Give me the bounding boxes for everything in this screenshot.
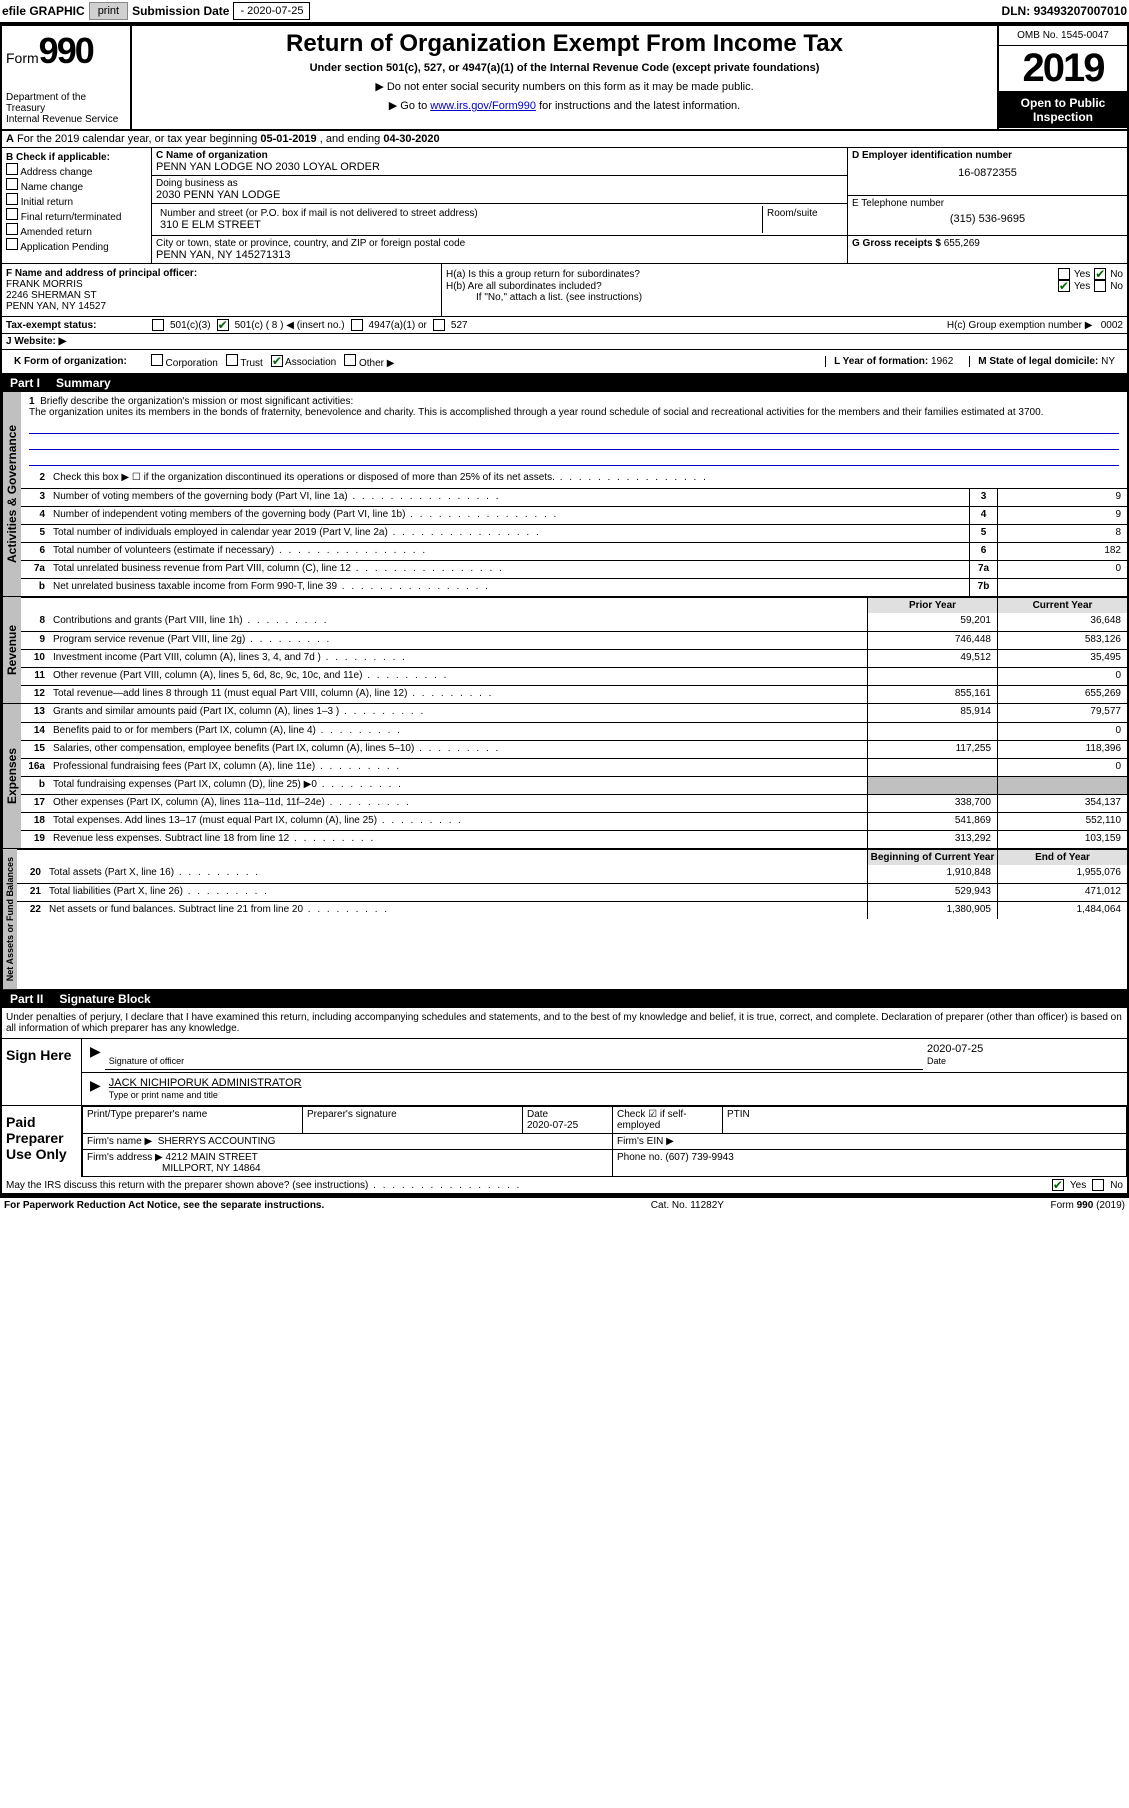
row-k: K Form of organization: Corporation Trus… [2, 350, 1127, 374]
department: Department of the Treasury Internal Reve… [6, 92, 126, 125]
k-option: Corporation [151, 354, 218, 369]
line-item: 5Total number of individuals employed in… [21, 524, 1127, 542]
line-item: 7aTotal unrelated business revenue from … [21, 560, 1127, 578]
phone-field: E Telephone number (315) 536-9695 [848, 196, 1127, 236]
gross-receipts: G Gross receipts $ 655,269 [848, 236, 1127, 251]
line-item: 15Salaries, other compensation, employee… [21, 740, 1127, 758]
instructions-link[interactable]: www.irs.gov/Form990 [430, 100, 536, 112]
dln: DLN: 93493207007010 [1002, 4, 1127, 18]
line-item: 9Program service revenue (Part VIII, lin… [21, 631, 1127, 649]
line-item: bTotal fundraising expenses (Part IX, co… [21, 776, 1127, 794]
part-1-header: Part ISummary [2, 374, 1127, 392]
side-label-expenses: Expenses [2, 704, 21, 848]
tax-year: 2019 [999, 46, 1127, 92]
line-item: 6Total number of volunteers (estimate if… [21, 542, 1127, 560]
top-bar: efile GRAPHIC print Submission Date - 20… [0, 0, 1129, 24]
k-option: Other ▶ [344, 354, 394, 369]
side-label-netassets: Net Assets or Fund Balances [2, 849, 17, 989]
part-2-header: Part IISignature Block [2, 990, 1127, 1008]
form-header: Form990 Department of the Treasury Inter… [2, 26, 1127, 131]
line-item: 4Number of independent voting members of… [21, 506, 1127, 524]
note-ssn: ▶ Do not enter social security numbers o… [140, 80, 989, 93]
checkbox-option[interactable]: Initial return [6, 193, 147, 208]
print-button[interactable]: print [89, 2, 128, 20]
line-item: 2Check this box ▶ ☐ if the organization … [21, 470, 1127, 488]
box-b: B Check if applicable: Address change Na… [2, 148, 152, 263]
line-item: bNet unrelated business taxable income f… [21, 578, 1127, 596]
irs-discuss-row: May the IRS discuss this return with the… [2, 1177, 1127, 1195]
line-item: 18Total expenses. Add lines 13–17 (must … [21, 812, 1127, 830]
note-link: ▶ Go to www.irs.gov/Form990 for instruct… [140, 99, 989, 112]
line-item: 8Contributions and grants (Part VIII, li… [21, 613, 1127, 631]
signature-disclaimer: Under penalties of perjury, I declare th… [2, 1008, 1127, 1038]
line-item: 22Net assets or fund balances. Subtract … [17, 901, 1127, 919]
inspection-badge: Open to Public Inspection [999, 92, 1127, 128]
checkbox-option[interactable]: Amended return [6, 223, 147, 238]
omb-number: OMB No. 1545-0047 [999, 26, 1127, 46]
side-label-governance: Activities & Governance [2, 392, 21, 596]
line-item: 13Grants and similar amounts paid (Part … [21, 704, 1127, 722]
side-label-revenue: Revenue [2, 597, 21, 703]
submission-label: Submission Date [132, 4, 229, 18]
city-field: City or town, state or province, country… [152, 236, 847, 263]
line-item: 10Investment income (Part VIII, column (… [21, 649, 1127, 667]
line-item: 20Total assets (Part X, line 16)1,910,84… [17, 865, 1127, 883]
line-item: 11Other revenue (Part VIII, column (A), … [21, 667, 1127, 685]
column-headers-2: Beginning of Current Year End of Year [17, 849, 1127, 865]
checkbox-option[interactable]: Address change [6, 163, 147, 178]
k-option: Trust [226, 354, 263, 369]
room-field: Room/suite [763, 206, 843, 233]
efile-label: efile GRAPHIC [2, 4, 85, 18]
box-h: H(a) Is this a group return for subordin… [442, 264, 1127, 316]
line-item: 17Other expenses (Part IX, column (A), l… [21, 794, 1127, 812]
paid-preparer-block: Paid Preparer Use Only Print/Type prepar… [2, 1105, 1127, 1177]
footer: For Paperwork Reduction Act Notice, see … [0, 1197, 1129, 1213]
dba-field: Doing business as 2030 PENN YAN LODGE [152, 176, 847, 204]
line-item: 12Total revenue—add lines 8 through 11 (… [21, 685, 1127, 703]
street-field: Number and street (or P.O. box if mail i… [156, 206, 763, 233]
sign-here-block: Sign Here ▶ Signature of officer 2020-07… [2, 1038, 1127, 1105]
org-name-field: C Name of organization PENN YAN LODGE NO… [152, 148, 847, 176]
website-row: J Website: ▶ [2, 334, 1127, 350]
line-item: 19Revenue less expenses. Subtract line 1… [21, 830, 1127, 848]
page-title: Return of Organization Exempt From Incom… [140, 30, 989, 58]
subtitle: Under section 501(c), 527, or 4947(a)(1)… [140, 62, 989, 74]
tax-exempt-status: Tax-exempt status: 501(c)(3) 501(c) ( 8 … [2, 317, 1127, 334]
row-a: A For the 2019 calendar year, or tax yea… [2, 131, 1127, 148]
checkbox-option[interactable]: Name change [6, 178, 147, 193]
checkbox-option[interactable]: Application Pending [6, 238, 147, 253]
line-item: 3Number of voting members of the governi… [21, 488, 1127, 506]
line-item: 21Total liabilities (Part X, line 26)529… [17, 883, 1127, 901]
column-headers: Prior Year Current Year [21, 597, 1127, 613]
mission-statement: 1 Briefly describe the organization's mi… [21, 392, 1127, 470]
ein-field: D Employer identification number 16-0872… [848, 148, 1127, 196]
k-option: Association [271, 355, 336, 368]
submission-date: - 2020-07-25 [233, 2, 310, 20]
checkbox-option[interactable]: Final return/terminated [6, 208, 147, 223]
form-number: Form990 [6, 30, 126, 72]
line-item: 14Benefits paid to or for members (Part … [21, 722, 1127, 740]
officer-field: F Name and address of principal officer:… [2, 264, 442, 316]
line-item: 16aProfessional fundraising fees (Part I… [21, 758, 1127, 776]
